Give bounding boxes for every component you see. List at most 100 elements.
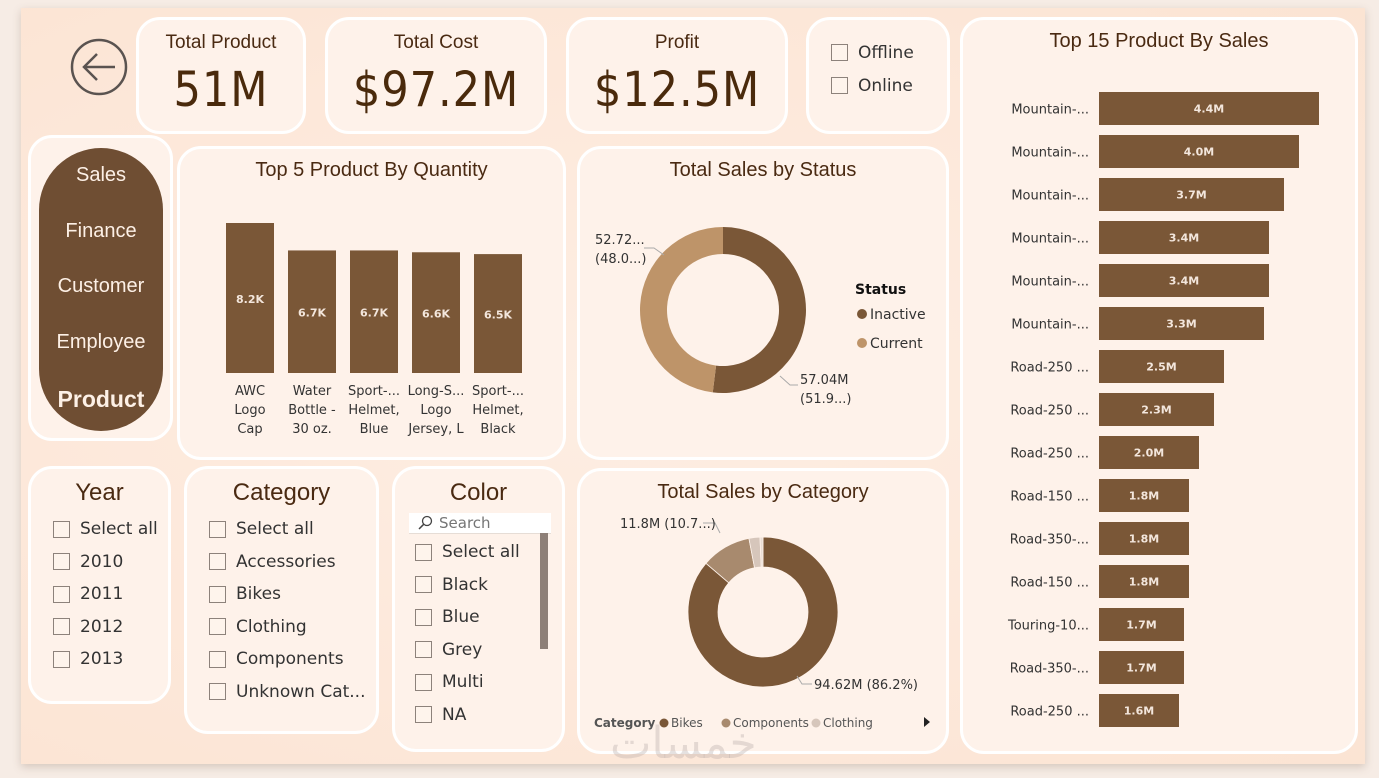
checkbox[interactable]: [53, 650, 70, 668]
tick-label: Road-250 ...: [1010, 404, 1089, 419]
bar: [1099, 135, 1299, 168]
checkbox[interactable]: [209, 520, 226, 538]
bar: [1099, 651, 1184, 684]
checkbox[interactable]: [415, 543, 432, 561]
checkbox[interactable]: [209, 618, 226, 636]
data-label: 6.7K: [298, 307, 326, 320]
option-label: Select all: [80, 519, 158, 540]
option-label: Online: [858, 75, 913, 96]
checkbox[interactable]: [415, 673, 432, 691]
bar: [1099, 522, 1189, 555]
bar: [1099, 221, 1269, 254]
slicer-option[interactable]: 2010: [53, 546, 168, 579]
slicer-option[interactable]: Select all: [415, 536, 562, 569]
kpi-value: $97.2M: [352, 62, 520, 118]
year-slicer: Year Select all 2010 2011 2012 2013: [28, 466, 171, 704]
nav-item-finance[interactable]: Finance: [65, 220, 137, 242]
checkbox[interactable]: [415, 576, 432, 594]
tick-label: Black: [480, 422, 516, 437]
kpi-value: 51M: [173, 62, 269, 118]
slicer-option[interactable]: Multi: [415, 666, 562, 699]
checkbox[interactable]: [53, 520, 70, 538]
checkbox[interactable]: [209, 650, 226, 668]
option-label: 2012: [80, 616, 124, 637]
legend-label: Clothing: [823, 716, 873, 730]
data-label: 4.0M: [1184, 146, 1214, 159]
slicer-option[interactable]: Clothing: [209, 611, 376, 644]
nav-item-sales[interactable]: Sales: [75, 164, 127, 186]
checkbox[interactable]: [209, 553, 226, 571]
slicer-option[interactable]: 2011: [53, 578, 168, 611]
bar: [1099, 350, 1224, 383]
checkbox[interactable]: [831, 77, 848, 94]
category-options: Select all Accessories Bikes Clothing Compon…: [187, 513, 376, 708]
donut-slice: [759, 536, 764, 568]
page-navigator: Sales Finance Customer Employee Product: [28, 135, 173, 441]
legend-marker: [857, 338, 867, 348]
data-label: 1.8M: [1129, 576, 1159, 589]
checkbox[interactable]: [415, 641, 432, 659]
checkbox[interactable]: [209, 683, 226, 701]
color-search-input[interactable]: [439, 514, 549, 532]
option-label: 2010: [80, 551, 124, 572]
tick-label: Road-150 ...: [1010, 490, 1089, 505]
back-button[interactable]: [70, 38, 128, 96]
legend-next-icon[interactable]: [924, 717, 930, 727]
color-slicer: Color Select all Black Blue Grey Multi NA: [392, 466, 565, 752]
slicer-option[interactable]: Select all: [53, 513, 168, 546]
category-slicer: Category Select all Accessories Bikes Cloth…: [184, 466, 379, 734]
data-label: 8.2K: [236, 293, 264, 306]
bar: [226, 223, 274, 373]
checkbox[interactable]: [415, 608, 432, 626]
option-label: Black: [442, 574, 488, 595]
nav-item-product[interactable]: Product: [57, 386, 145, 412]
slicer-option[interactable]: Unknown Cat...: [209, 676, 376, 709]
option-label: Select all: [236, 519, 314, 540]
data-label: 3.4M: [1169, 232, 1199, 245]
bar: [474, 254, 522, 373]
data-label: 2.0M: [1134, 447, 1164, 460]
legend-marker: [857, 309, 867, 319]
slicer-title: Category: [232, 479, 331, 506]
checkbox[interactable]: [209, 585, 226, 603]
data-label: 1.7M: [1126, 619, 1156, 632]
legend-title: Category: [594, 716, 656, 730]
legend-title: Status: [855, 282, 906, 298]
data-label: 11.8M (10.7...): [620, 517, 716, 532]
checkbox[interactable]: [53, 585, 70, 603]
slicer-option[interactable]: Black: [415, 569, 562, 602]
slicer-option-online[interactable]: Online: [831, 69, 947, 102]
bar: [350, 250, 398, 373]
color-search-box[interactable]: [409, 513, 551, 534]
tick-label: Road-250 ...: [1010, 361, 1089, 376]
sales-by-status-chart: Total Sales by Status 57.04M (51.9...) 52.…: [577, 146, 949, 460]
checkbox[interactable]: [53, 618, 70, 636]
slicer-option[interactable]: Accessories: [209, 546, 376, 579]
bar: [1099, 264, 1269, 297]
data-label: 1.8M: [1129, 490, 1159, 503]
slicer-option[interactable]: Blue: [415, 601, 562, 634]
slicer-option[interactable]: 2013: [53, 643, 168, 676]
nav-item-employee[interactable]: Employee: [56, 331, 146, 353]
checkbox[interactable]: [831, 44, 848, 61]
chart-title: Total Sales by Status: [669, 159, 857, 181]
slicer-option-offline[interactable]: Offline: [831, 36, 947, 69]
checkbox[interactable]: [53, 553, 70, 571]
tick-label: Touring-10...: [1007, 619, 1089, 634]
option-label: Offline: [858, 42, 914, 63]
data-label: 6.5K: [484, 309, 512, 322]
data-label: 2.5M: [1146, 361, 1176, 374]
slicer-option[interactable]: Grey: [415, 634, 562, 667]
sales-by-category-chart: Total Sales by Category 11.8M (10.7...) 9…: [577, 468, 949, 754]
slicer-option[interactable]: NA: [415, 699, 562, 732]
top5-quantity-plot: 8.2K AWC Logo Cap 6.7K Water Bottle - 30 oz. 6.7…: [226, 223, 524, 437]
scrollbar-thumb[interactable]: [540, 533, 548, 649]
data-label: 57.04M: [800, 373, 848, 388]
option-label: Blue: [442, 607, 480, 628]
slicer-option[interactable]: Select all: [209, 513, 376, 546]
slicer-option[interactable]: Components: [209, 643, 376, 676]
slicer-option[interactable]: 2012: [53, 611, 168, 644]
slicer-option[interactable]: Bikes: [209, 578, 376, 611]
nav-item-customer[interactable]: Customer: [57, 275, 145, 297]
checkbox[interactable]: [415, 706, 432, 724]
